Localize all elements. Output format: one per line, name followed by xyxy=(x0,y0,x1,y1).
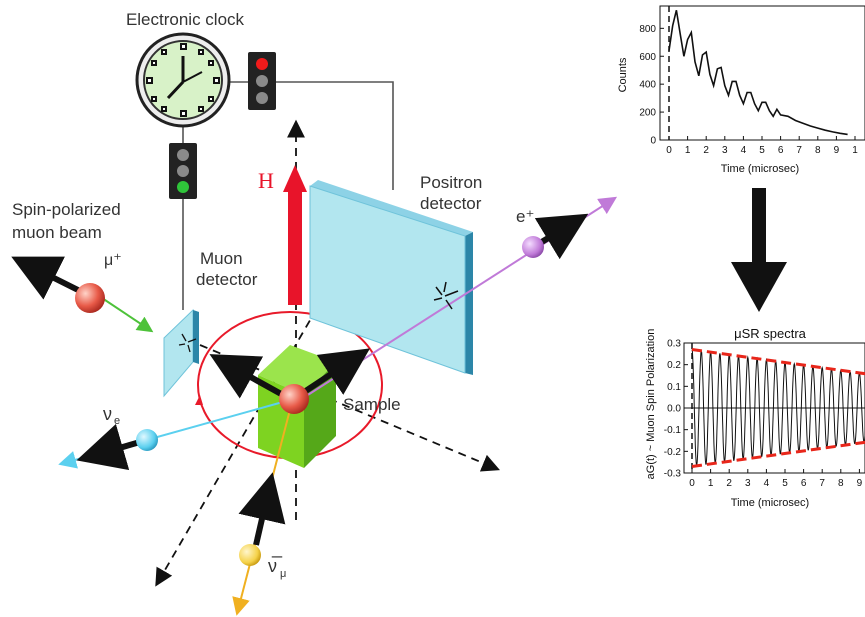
counts-xtick-label: 7 xyxy=(796,145,802,156)
counts-xtick-label: 5 xyxy=(759,145,765,156)
musr-ytick-label: -0.1 xyxy=(664,425,682,436)
stopped-muon-particle xyxy=(279,384,309,414)
muon-hit-icon xyxy=(178,333,197,353)
positron-hit-icon xyxy=(433,281,459,310)
musr-ytick-label: 0.3 xyxy=(667,339,681,350)
positron-detector-label-1: Positron xyxy=(420,173,482,192)
musr-oscillation-line xyxy=(691,349,865,466)
musr-ytick-label: 0.1 xyxy=(667,382,681,393)
counts-xlabel: Time (microsec) xyxy=(721,163,799,175)
nu-mu-subscript: μ xyxy=(280,568,286,580)
counts-xtick-label: 8 xyxy=(815,145,821,156)
musr-xtick-label: 5 xyxy=(782,478,788,489)
positron-detector-label-2: detector xyxy=(420,194,482,213)
musr-ytick-label: -0.2 xyxy=(664,447,682,458)
clock-label: Electronic clock xyxy=(126,10,245,29)
counts-ytick-label: 800 xyxy=(639,24,656,35)
musr-ytick-label: 0.2 xyxy=(667,360,681,371)
counts-xtick-label: 2 xyxy=(703,145,709,156)
counts-xtick-label: 4 xyxy=(741,145,747,156)
top-signal-light xyxy=(248,52,276,110)
counts-ylabel: Counts xyxy=(617,57,629,92)
musr-xlabel: Time (microsec) xyxy=(731,497,809,509)
musr-title: μSR spectra xyxy=(734,326,807,341)
counts-xtick-label: 9 xyxy=(834,145,840,156)
musr-ytick-label: 0.0 xyxy=(667,404,681,415)
magnetic-field-arrow: H xyxy=(258,165,307,305)
musr-xtick-label: 0 xyxy=(689,478,695,489)
counts-xtick-label: 3 xyxy=(722,145,728,156)
musr-xtick-label: 2 xyxy=(726,478,732,489)
experiment-schematic: Electronic clock xyxy=(11,10,618,616)
muon-label: μ⁺ xyxy=(104,252,122,269)
sample-label: Sample xyxy=(343,395,401,414)
beam-label-2: muon beam xyxy=(12,223,102,242)
musr-xtick-label: 3 xyxy=(745,478,751,489)
musr-xtick-label: 8 xyxy=(838,478,844,489)
muon-detector-label-2: detector xyxy=(196,270,258,289)
musr-ytick-label: -0.3 xyxy=(664,469,682,480)
musr-xtick-label: 6 xyxy=(801,478,807,489)
muon-trajectory xyxy=(101,297,154,333)
counts-series-line xyxy=(668,10,848,136)
incoming-muon-particle xyxy=(75,283,105,313)
orbit-arrow-icon xyxy=(195,395,203,405)
beam-label-1: Spin-polarized xyxy=(12,200,121,219)
musr-spectra-chart: μSR spectra 01234567891-0.3-0.2-0.10.00.… xyxy=(645,326,865,509)
signal-wires xyxy=(182,81,394,310)
musr-xtick-label: 7 xyxy=(819,478,825,489)
electron-neutrino-particle xyxy=(136,429,158,451)
nu-e-subscript: e xyxy=(114,415,120,427)
counts-xtick-label: 1 xyxy=(685,145,691,156)
counts-xtick-label: 1 xyxy=(852,145,858,156)
counts-ytick-label: 400 xyxy=(639,80,656,91)
spin-arrows xyxy=(11,213,589,546)
counts-ytick-label: 200 xyxy=(639,108,656,119)
electronic-clock: Electronic clock xyxy=(126,10,245,128)
counts-ytick-label: 600 xyxy=(639,52,656,63)
positron-particle xyxy=(522,236,544,258)
muon-detector-label-1: Muon xyxy=(200,249,243,268)
positron-detector: Positron detector xyxy=(309,173,482,375)
musr-xtick-label: 9 xyxy=(857,478,863,489)
muon-antineutrino-particle xyxy=(239,544,261,566)
counts-xtick-label: 6 xyxy=(778,145,784,156)
field-label: H xyxy=(258,168,274,193)
musr-xtick-label: 4 xyxy=(764,478,770,489)
nu-e-label: ν xyxy=(103,404,112,424)
musr-envelope-lower xyxy=(691,440,865,468)
counts-xtick-label: 0 xyxy=(666,145,672,156)
muon-detector: Muon detector xyxy=(163,249,258,398)
positron-label: e⁺ xyxy=(516,207,534,226)
musr-xtick-label: 1 xyxy=(708,478,714,489)
transform-arrow xyxy=(731,188,787,312)
counts-ytick-label: 0 xyxy=(650,136,656,147)
left-signal-light xyxy=(169,143,197,199)
clock-ticks xyxy=(146,43,220,117)
musr-envelope-upper xyxy=(691,348,865,376)
musr-ylabel: aG(t) ~ Muon Spin Polarization xyxy=(645,329,657,480)
